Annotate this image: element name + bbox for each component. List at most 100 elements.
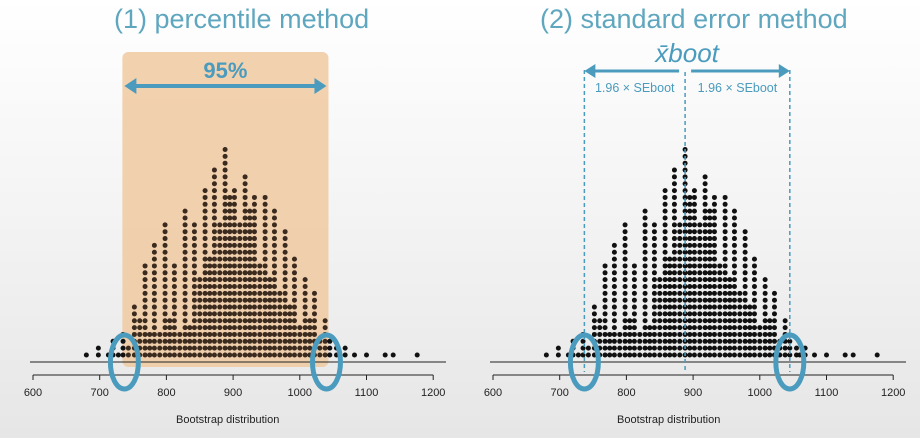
data-dot [151, 325, 157, 331]
data-dot [147, 345, 153, 351]
data-dot [677, 311, 683, 317]
data-dot [602, 318, 608, 324]
data-dot [742, 249, 748, 255]
data-dot [751, 270, 757, 276]
data-dot [282, 311, 288, 317]
data-dot [237, 331, 243, 337]
data-dot [731, 297, 737, 303]
data-dot [611, 318, 617, 324]
data-dot [162, 318, 168, 324]
data-dot [662, 256, 668, 262]
data-dot [162, 277, 168, 283]
data-dot [707, 352, 713, 358]
x-tick-label: 1100 [815, 387, 839, 399]
data-dot [251, 338, 257, 344]
data-dot [262, 345, 268, 351]
data-dot [737, 331, 743, 337]
data-dot [742, 318, 748, 324]
data-dot [697, 249, 703, 255]
data-dot [662, 304, 668, 310]
data-dot [257, 331, 263, 337]
data-dot [262, 338, 268, 344]
data-dot [671, 270, 677, 276]
data-dot [222, 194, 228, 200]
data-dot [222, 325, 228, 331]
data-dot [282, 352, 288, 358]
data-dot [677, 263, 683, 269]
data-dot [611, 263, 617, 269]
data-dot [707, 284, 713, 289]
data-dot [742, 290, 748, 296]
data-dot [702, 263, 708, 269]
data-dot [682, 242, 688, 248]
data-dot [651, 242, 657, 248]
data-dot [202, 236, 208, 242]
data-dot [691, 304, 697, 310]
data-dot [771, 311, 777, 317]
data-dot [667, 277, 673, 283]
data-dot [202, 331, 208, 337]
data-dot [622, 277, 628, 283]
data-dot [697, 304, 703, 310]
data-dot [691, 222, 697, 228]
data-dot [322, 338, 328, 344]
data-dot [671, 256, 677, 262]
data-dot [231, 277, 237, 283]
data-dot [267, 331, 273, 337]
data-dot [171, 304, 177, 310]
data-dot [657, 318, 663, 324]
data-dot [607, 345, 613, 351]
data-dot [717, 284, 723, 289]
data-dot [687, 194, 693, 200]
data-dot [762, 352, 768, 358]
data-dot [691, 194, 697, 200]
data-dot [751, 318, 757, 324]
data-dot [671, 284, 677, 289]
data-dot [242, 331, 248, 337]
data-dot [642, 277, 648, 283]
data-dot [247, 284, 253, 289]
data-dot [707, 304, 713, 310]
data-dot [277, 325, 283, 331]
data-dot [222, 242, 228, 248]
data-dot [242, 352, 248, 358]
data-dot [637, 331, 643, 337]
data-dot [702, 174, 708, 180]
data-dot [211, 318, 217, 324]
data-dot [702, 222, 708, 228]
data-dot [642, 242, 648, 248]
data-dot [722, 338, 728, 344]
data-dot [602, 352, 608, 358]
data-dot [874, 352, 880, 358]
data-dot [187, 325, 193, 331]
data-dot [271, 345, 277, 351]
data-dot [662, 338, 668, 344]
data-dot [177, 338, 183, 344]
data-dot [257, 325, 263, 331]
data-dot [717, 325, 723, 331]
data-dot [677, 352, 683, 358]
data-dot [671, 352, 677, 358]
data-dot [227, 284, 233, 289]
data-dot [187, 345, 193, 351]
data-dot [677, 331, 683, 337]
data-dot [242, 188, 248, 194]
data-dot [771, 318, 777, 324]
data-dot [282, 345, 288, 351]
data-dot [662, 290, 668, 296]
data-dot [757, 331, 763, 337]
data-dot [282, 338, 288, 344]
data-dot [667, 297, 673, 303]
data-dot [231, 194, 237, 200]
data-dot [697, 325, 703, 331]
data-dot [711, 311, 717, 317]
data-dot [242, 311, 248, 317]
data-dot [231, 242, 237, 248]
data-dot [617, 345, 623, 351]
data-dot [702, 345, 708, 351]
data-dot [242, 318, 248, 324]
data-dot [271, 284, 277, 289]
data-dot [742, 277, 748, 283]
data-dot [622, 249, 628, 255]
data-dot [731, 215, 737, 221]
